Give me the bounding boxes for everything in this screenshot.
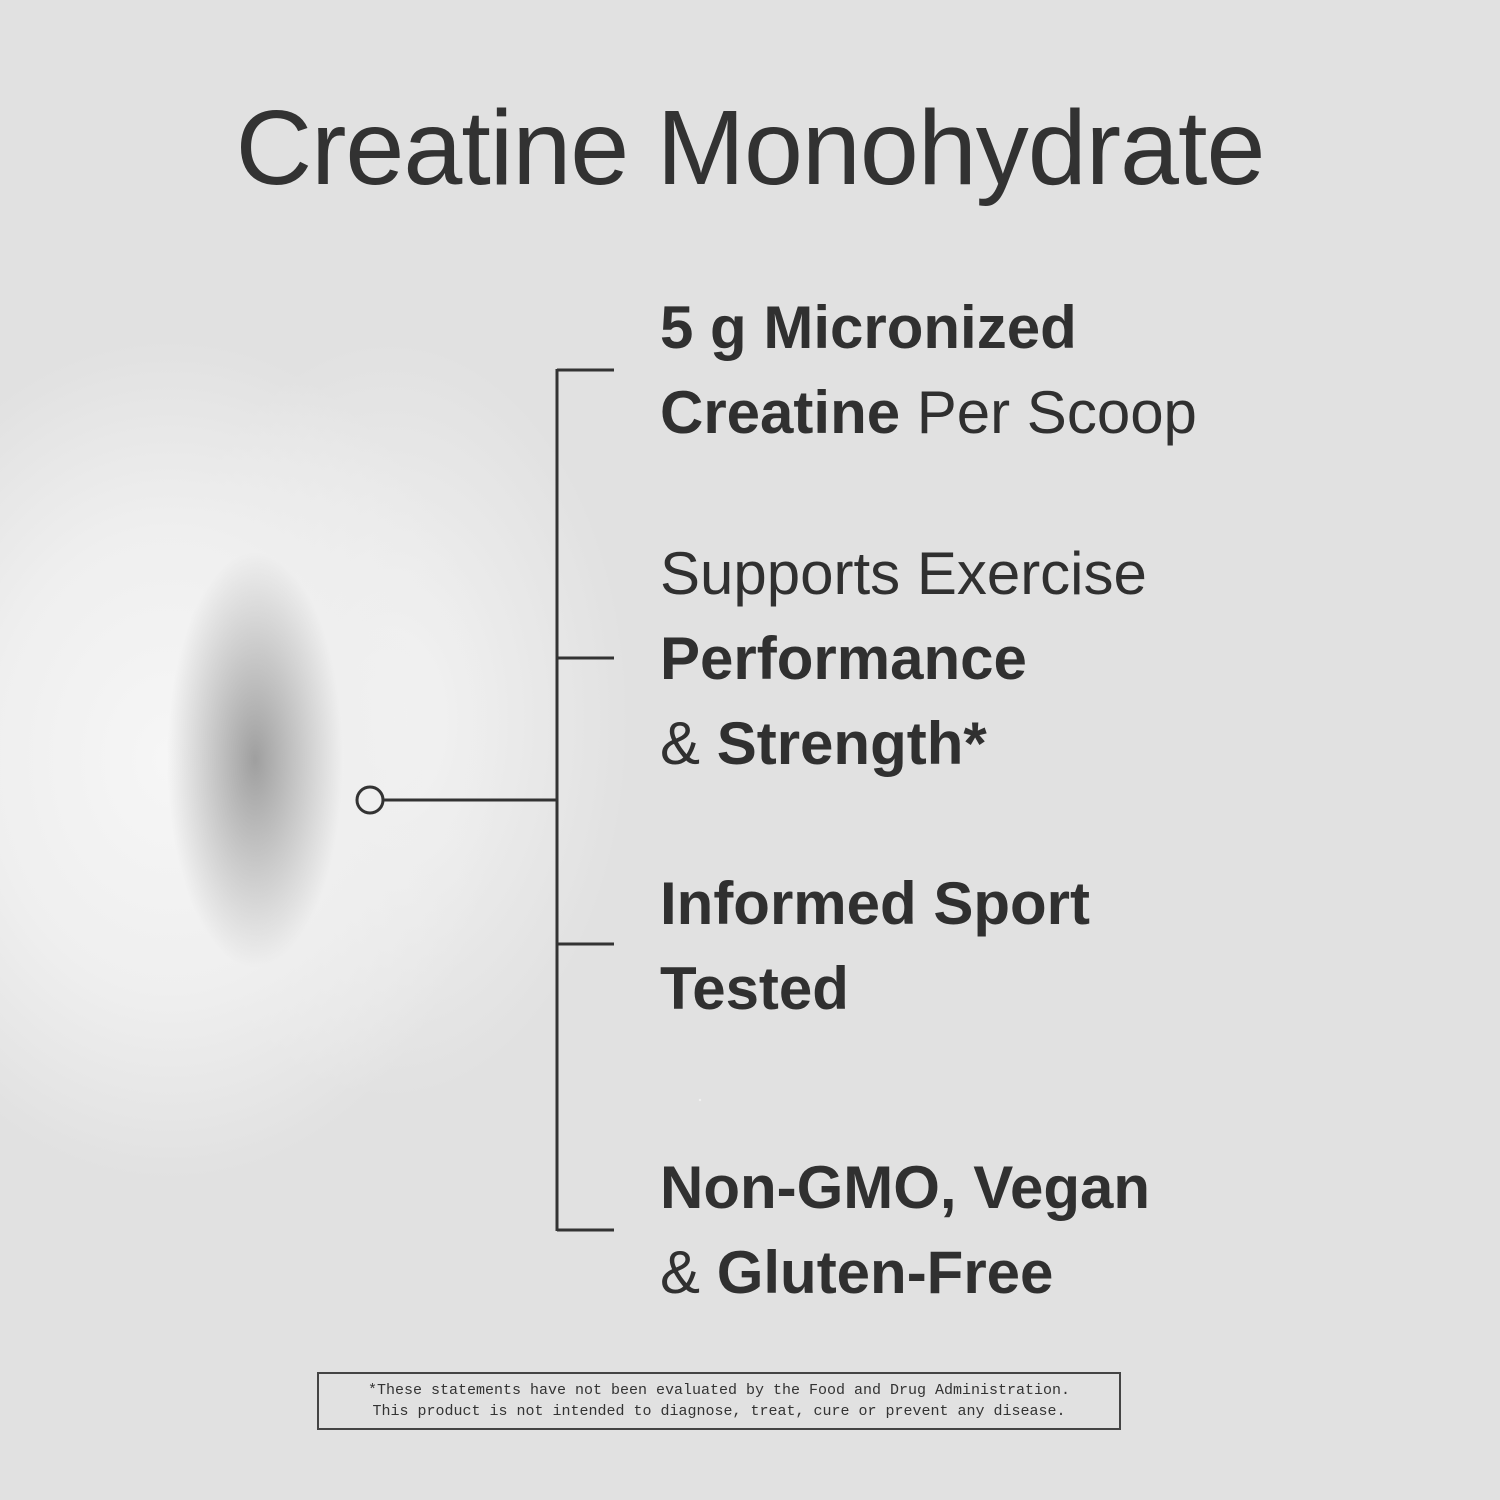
fda-disclaimer: *These statements have not been evaluate… xyxy=(317,1372,1121,1430)
feature-text-bold: Non-GMO, Vegan xyxy=(660,1154,1151,1221)
feature-text-bold: Strength* xyxy=(716,710,987,777)
feature-text-bold: Informed Sport xyxy=(660,870,1090,937)
feature-line: & Strength* xyxy=(660,701,1147,786)
feature-line: Creatine Per Scoop xyxy=(660,370,1197,455)
feature-non-gmo: Non-GMO, Vegan & Gluten-Free xyxy=(660,1145,1150,1315)
feature-text: Per Scoop xyxy=(900,379,1197,446)
feature-line: Non-GMO, Vegan xyxy=(660,1145,1150,1230)
feature-text-bold: Performance xyxy=(660,625,1027,692)
disclaimer-line-2: This product is not intended to diagnose… xyxy=(372,1403,1066,1420)
feature-line: Tested xyxy=(660,946,1090,1031)
feature-text: & xyxy=(660,1239,717,1306)
feature-line: 5 g Micronized xyxy=(660,285,1197,370)
feature-line: Performance xyxy=(660,616,1147,701)
feature-informed-sport: Informed Sport Tested xyxy=(660,861,1090,1031)
feature-micronized: 5 g Micronized Creatine Per Scoop xyxy=(660,285,1197,455)
feature-text-bold: Creatine xyxy=(660,379,901,446)
feature-line: & Gluten-Free xyxy=(660,1230,1150,1315)
page-title: Creatine Monohydrate xyxy=(235,89,1266,207)
feature-text-bold: 5 g Micronized xyxy=(660,294,1077,361)
disclaimer-line-1: *These statements have not been evaluate… xyxy=(367,1382,1071,1399)
feature-text-bold: Gluten-Free xyxy=(716,1239,1054,1306)
feature-line: Informed Sport xyxy=(660,861,1090,946)
feature-text: & xyxy=(660,710,717,777)
callout-dot-icon xyxy=(355,785,385,815)
feature-text-bold: Tested xyxy=(660,955,849,1022)
feature-text: Supports Exercise xyxy=(660,540,1147,607)
feature-performance: Supports Exercise Performance & Strength* xyxy=(660,531,1147,786)
feature-line: Supports Exercise xyxy=(660,531,1147,616)
